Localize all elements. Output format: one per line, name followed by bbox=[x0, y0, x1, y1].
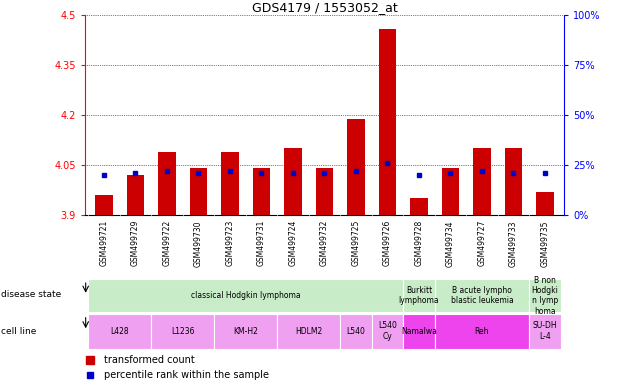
Text: classical Hodgkin lymphoma: classical Hodgkin lymphoma bbox=[191, 291, 301, 300]
Text: GSM499726: GSM499726 bbox=[383, 220, 392, 266]
Text: GSM499733: GSM499733 bbox=[509, 220, 518, 266]
Text: B non
Hodgki
n lymp
homa: B non Hodgki n lymp homa bbox=[532, 276, 558, 316]
Text: GSM499722: GSM499722 bbox=[163, 220, 171, 266]
Bar bbox=[221, 152, 239, 215]
Text: KM-H2: KM-H2 bbox=[233, 327, 258, 336]
Text: L540
Cy: L540 Cy bbox=[378, 321, 397, 341]
Text: HDLM2: HDLM2 bbox=[295, 327, 323, 336]
Text: GSM499725: GSM499725 bbox=[352, 220, 360, 266]
Text: L540: L540 bbox=[346, 327, 365, 336]
Text: L428: L428 bbox=[110, 327, 129, 336]
Bar bbox=[379, 29, 396, 215]
Bar bbox=[529, 279, 561, 312]
Bar bbox=[158, 152, 176, 215]
Bar bbox=[284, 149, 302, 215]
Bar bbox=[473, 149, 491, 215]
Bar bbox=[442, 169, 459, 215]
Bar bbox=[347, 119, 365, 215]
Bar bbox=[536, 192, 554, 215]
Bar bbox=[88, 314, 151, 349]
Text: GSM499731: GSM499731 bbox=[257, 220, 266, 266]
Text: GSM499734: GSM499734 bbox=[446, 220, 455, 266]
Bar bbox=[151, 314, 214, 349]
Text: Reh: Reh bbox=[474, 327, 490, 336]
Bar bbox=[190, 169, 207, 215]
Bar bbox=[214, 314, 277, 349]
Bar bbox=[88, 279, 403, 312]
Text: percentile rank within the sample: percentile rank within the sample bbox=[104, 370, 269, 381]
Bar bbox=[127, 175, 144, 215]
Bar bbox=[340, 314, 372, 349]
Text: GSM499730: GSM499730 bbox=[194, 220, 203, 266]
Text: GSM499724: GSM499724 bbox=[289, 220, 297, 266]
Bar bbox=[505, 149, 522, 215]
Text: Burkitt
lymphoma: Burkitt lymphoma bbox=[399, 286, 439, 305]
Bar bbox=[435, 279, 529, 312]
Bar bbox=[372, 314, 403, 349]
Text: cell line: cell line bbox=[1, 326, 37, 336]
Text: Namalwa: Namalwa bbox=[401, 327, 437, 336]
Bar bbox=[529, 314, 561, 349]
Bar bbox=[403, 314, 435, 349]
Text: B acute lympho
blastic leukemia: B acute lympho blastic leukemia bbox=[450, 286, 513, 305]
Text: GSM499721: GSM499721 bbox=[100, 220, 108, 266]
Text: disease state: disease state bbox=[1, 290, 62, 299]
Bar bbox=[253, 169, 270, 215]
Text: SU-DH
L-4: SU-DH L-4 bbox=[532, 321, 558, 341]
Text: GSM499735: GSM499735 bbox=[541, 220, 549, 266]
Bar bbox=[403, 279, 435, 312]
Text: transformed count: transformed count bbox=[104, 355, 195, 365]
Text: GSM499727: GSM499727 bbox=[478, 220, 486, 266]
Bar bbox=[316, 169, 333, 215]
Text: GSM499723: GSM499723 bbox=[226, 220, 234, 266]
Text: L1236: L1236 bbox=[171, 327, 195, 336]
Text: GSM499732: GSM499732 bbox=[320, 220, 329, 266]
Title: GDS4179 / 1553052_at: GDS4179 / 1553052_at bbox=[251, 1, 398, 14]
Bar bbox=[410, 199, 428, 215]
Text: GSM499728: GSM499728 bbox=[415, 220, 423, 266]
Bar bbox=[277, 314, 340, 349]
Bar bbox=[95, 195, 113, 215]
Bar bbox=[435, 314, 529, 349]
Text: GSM499729: GSM499729 bbox=[131, 220, 140, 266]
